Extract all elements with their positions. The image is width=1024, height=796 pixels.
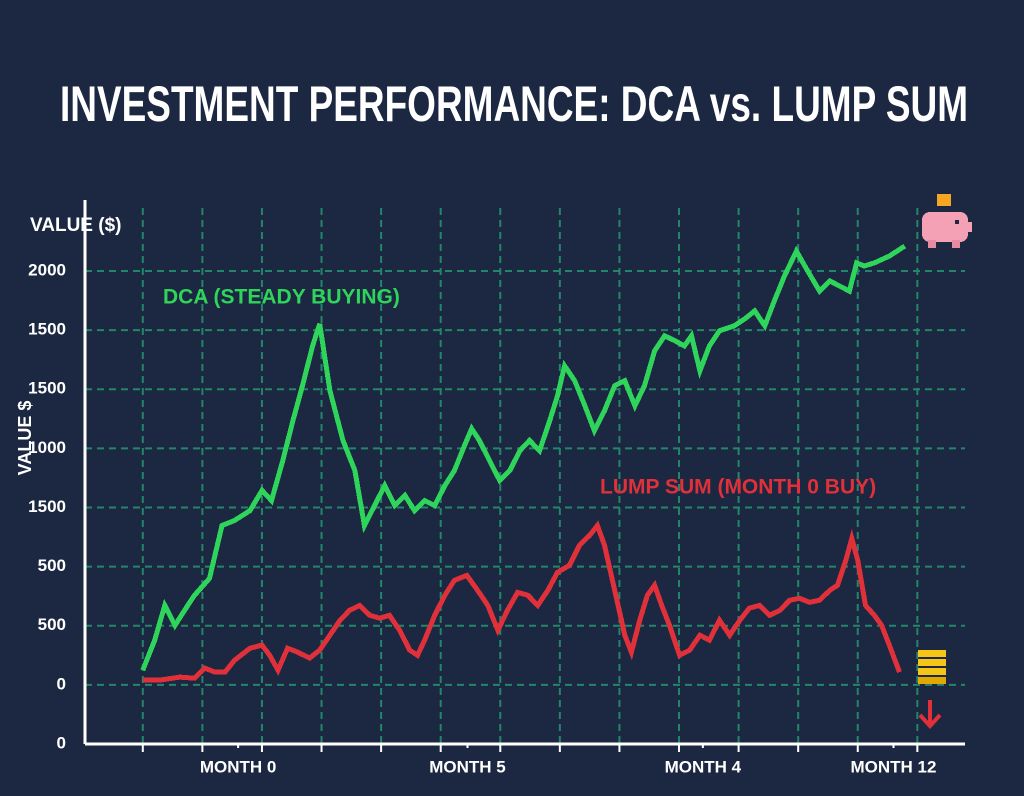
series-line (142, 520, 902, 683)
y-tick-label: 2000 (28, 260, 66, 279)
x-tick-label: MONTH 0 (200, 757, 277, 776)
piggy-icon (922, 194, 972, 248)
y-tick-label: 1500 (28, 379, 66, 398)
down-arrow-icon (918, 700, 942, 729)
y-tick-label: 1000 (28, 438, 66, 457)
series-line (140, 243, 907, 672)
x-tick-label: MONTH 4 (665, 757, 742, 776)
chart-title: INVESTMENT PERFORMANCE: DCA vs. LUMP SUM (60, 76, 968, 132)
x-tick-label: MONTH 5 (429, 757, 506, 776)
y-tick-label: 500 (38, 556, 66, 575)
y-tick-label: 1500 (28, 497, 66, 516)
series-label: LUMP SUM (MONTH 0 BUY) (600, 476, 876, 499)
y-tick-label: 0 (57, 733, 66, 752)
series-label: DCA (STEADY BUYING) (163, 286, 400, 309)
y-tick-label: 0 (57, 674, 66, 693)
y-axis-title: VALUE ($) (30, 215, 121, 236)
x-tick-label: MONTH 12 (851, 757, 937, 776)
coins-icon (918, 650, 946, 684)
plot-area: 0 0 500 500 1500 1000 1500 1500 2000 MONTH 0 MONTH… (28, 200, 965, 776)
y-axis-label: VALUE $ (15, 401, 35, 476)
y-tick-label: 1500 (28, 320, 66, 339)
y-tick-label: 500 (38, 615, 66, 634)
